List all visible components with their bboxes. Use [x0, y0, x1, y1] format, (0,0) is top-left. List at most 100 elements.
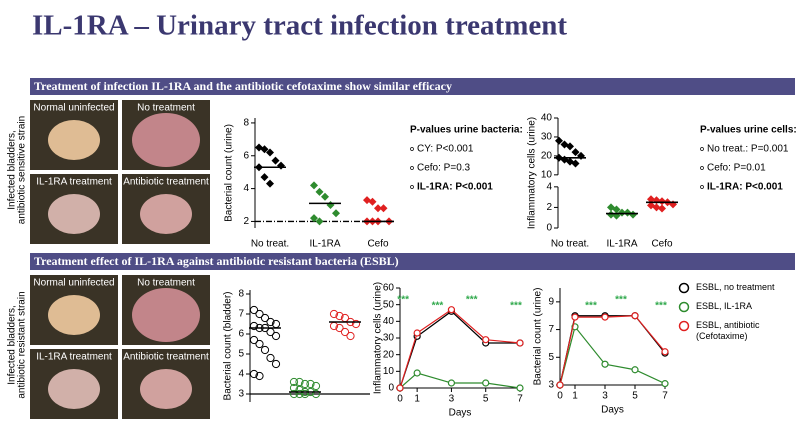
photo-label: IL-1RA treatment: [36, 352, 112, 363]
x-axis-label: Days: [449, 408, 472, 419]
y-tick-label: 30: [541, 132, 553, 143]
point: [260, 313, 270, 323]
y-tick-label: 2: [546, 202, 552, 213]
y-tick-label: 4: [243, 183, 249, 194]
y-tick-label: 7: [238, 309, 244, 320]
point: [326, 201, 335, 210]
section-bar: [30, 253, 795, 270]
point: [295, 385, 304, 395]
point: [335, 311, 344, 321]
x-tick-label: Cefo: [367, 239, 389, 250]
x-tick-label: No treat.: [551, 239, 589, 250]
y-axis-label: Inflammatory cells (urine): [527, 117, 538, 229]
section-heading: Treatment effect of IL-1RA against antib…: [34, 254, 399, 268]
significance: ***: [585, 301, 597, 312]
annotation-item: No treat.: P=0.001: [707, 144, 789, 155]
section-bar: [30, 78, 795, 95]
annotation-item: IL-1RA: P<0.001: [707, 182, 783, 193]
bladder: [132, 113, 200, 167]
point: [335, 323, 344, 333]
point: [271, 359, 281, 369]
y-axis-label: Bacterial count (urine): [224, 124, 235, 222]
point: [612, 205, 621, 214]
point: [631, 366, 639, 374]
legend-marker: [678, 282, 690, 294]
x-tick-label: 7: [517, 394, 523, 405]
y-tick-label: 20: [383, 349, 395, 360]
point: [447, 379, 456, 387]
x-tick-label: 5: [632, 391, 638, 402]
bladder: [48, 295, 100, 335]
point: [447, 306, 456, 314]
y-tick-label: 30: [383, 333, 395, 344]
point: [601, 313, 609, 321]
y-tick-label: 4: [546, 181, 552, 192]
point: [396, 384, 404, 392]
significance: ***: [432, 301, 444, 312]
point: [311, 389, 321, 399]
point: [601, 360, 609, 368]
bladder: [132, 288, 200, 342]
point: [249, 335, 259, 345]
y-tick-label: 9: [548, 296, 554, 307]
x-tick-label: Cefo: [651, 239, 673, 250]
bullet: [410, 147, 414, 151]
point: [571, 159, 580, 168]
point: [351, 319, 361, 329]
point: [271, 156, 280, 165]
point: [555, 136, 563, 145]
x-tick-label: 1: [414, 394, 420, 405]
legend-label: ESBL, no treatment: [696, 282, 775, 292]
x-tick-label: 1: [572, 391, 578, 402]
point: [266, 148, 274, 157]
annotation-title: P-values urine cells:: [700, 125, 797, 136]
bullet: [700, 147, 704, 151]
point: [482, 379, 490, 387]
x-tick-label: 5: [483, 394, 489, 405]
significance: ***: [615, 295, 627, 306]
side-label: antibiotic resistant strain: [17, 291, 28, 398]
point: [315, 187, 324, 196]
side-label: antibiotic sensitive strain: [17, 116, 28, 224]
y-tick-label: 6: [243, 150, 249, 161]
side-label: Infected bladders,: [7, 305, 18, 385]
y-tick-label: 20: [541, 151, 553, 162]
point: [306, 379, 315, 389]
point: [413, 329, 421, 337]
bullet: [700, 166, 704, 170]
point: [260, 145, 269, 154]
x-tick-label: IL-1RA: [606, 239, 637, 250]
y-tick-label: 40: [383, 316, 395, 327]
x-axis-label: Days: [601, 405, 624, 416]
significance: ***: [655, 301, 667, 312]
significance: ***: [466, 295, 478, 306]
point: [661, 380, 669, 388]
legend-marker: [678, 320, 690, 332]
point: [295, 389, 304, 399]
point: [647, 195, 655, 204]
annotation-item: IL-1RA: P<0.001: [417, 182, 493, 193]
bullet: [410, 166, 414, 170]
point: [607, 210, 615, 219]
y-tick-label: 3: [548, 380, 554, 391]
legend-label: ESBL, IL-1RA: [696, 301, 753, 311]
point: [310, 214, 318, 223]
point: [571, 148, 580, 157]
point: [255, 371, 264, 381]
legend-marker: [678, 301, 690, 313]
y-axis-label: Inflammatory cells (urine): [373, 282, 384, 394]
point: [255, 339, 264, 349]
point: [300, 389, 310, 399]
bullet: [700, 185, 704, 189]
point: [255, 309, 264, 319]
point: [661, 348, 669, 356]
point: [310, 181, 318, 190]
point: [332, 209, 340, 218]
bladder: [48, 369, 100, 409]
y-tick-label: 2: [243, 216, 249, 227]
point: [266, 353, 275, 363]
annotation-item: Cefo: P=0.01: [707, 163, 766, 174]
annotation-item: Cefo: P=0.3: [417, 163, 471, 174]
point: [266, 317, 275, 327]
